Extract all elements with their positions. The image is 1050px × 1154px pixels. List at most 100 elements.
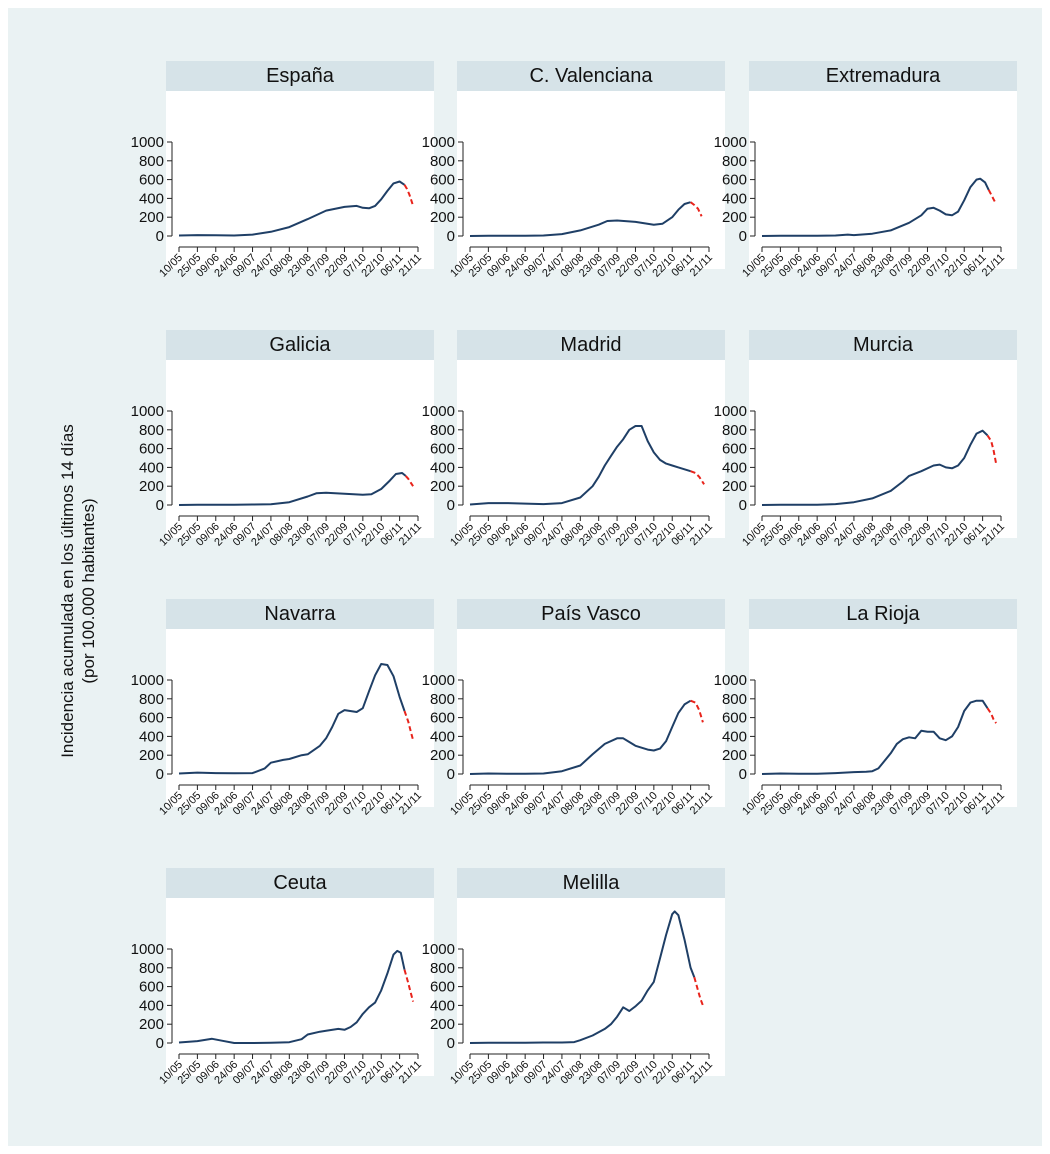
y-tick-label: 200 (139, 1016, 164, 1033)
y-tick-label: 200 (139, 747, 164, 764)
y-tick-label: 600 (722, 172, 747, 189)
panel-title: Navarra (166, 599, 434, 629)
y-tick-label: 1000 (714, 672, 747, 689)
y-tick-label: 200 (430, 478, 455, 495)
y-tick-label: 400 (139, 728, 164, 745)
panel-title: Madrid (457, 330, 725, 360)
y-tick-label: 0 (156, 1035, 164, 1052)
y-tick-label: 1000 (131, 672, 164, 689)
y-tick-label: 800 (139, 153, 164, 170)
y-tick-label: 800 (139, 960, 164, 977)
panel-title: Ceuta (166, 868, 434, 898)
chart-svg: 0200400600800100010/0525/0509/0624/0609/… (131, 663, 424, 818)
y-tick-label: 200 (430, 1016, 455, 1033)
y-tick-label: 0 (156, 766, 164, 783)
y-tick-label: 200 (139, 478, 164, 495)
plot-area (749, 360, 1017, 538)
panel-espana: España 0 200 400 600 800 1000 10/05 25/05 09/06 24… (131, 61, 436, 311)
observed-series-line (469, 201, 691, 237)
panel-murcia: Murcia 0 200 400 600 800 1000 10/05 25/05 09/06 24… (714, 330, 1019, 580)
y-tick-label: 600 (722, 441, 747, 458)
chart-svg: 0200400600800100010/0525/0509/0624/0609/… (131, 403, 424, 549)
y-tick-label: 400 (139, 459, 164, 476)
panel-la-rioja: La Rioja 0 200 400 600 800 1000 10/05 25/05 09/06… (714, 599, 1019, 849)
plot-area (166, 91, 434, 269)
y-tick-label: 1000 (422, 403, 455, 420)
panel-title: País Vasco (457, 599, 725, 629)
plot-area (457, 898, 725, 1076)
panel-title: España (166, 61, 434, 91)
chart-svg: 0200400600800100010/0525/0509/0624/0609/… (714, 134, 1007, 280)
y-tick-label: 200 (722, 747, 747, 764)
observed-series-line (761, 177, 990, 237)
plot-area (457, 629, 725, 807)
panel-extremadura: Extremadura 0 200 400 600 800 1000 10/05 25/05 09… (714, 61, 1019, 311)
y-tick-label: 600 (139, 710, 164, 727)
y-tick-label: 400 (139, 190, 164, 207)
y-tick-label: 800 (430, 960, 455, 977)
y-tick-label: 0 (156, 228, 164, 245)
panel-pais-vasco: País Vasco 0 200 400 600 800 1000 10/05 25/05 09/… (422, 599, 727, 849)
projected-series-line (987, 189, 997, 205)
plot-area (457, 360, 725, 538)
projected-series-line (403, 184, 415, 207)
panel-c-valenciana: C. Valenciana 0 200 400 600 800 1000 10/05 25/05… (422, 61, 727, 311)
y-tick-label: 1000 (131, 134, 164, 151)
panel-navarra: Navarra 0 200 400 600 800 1000 10/05 25/05 09/06 2… (131, 599, 436, 849)
y-tick-label: 400 (722, 728, 747, 745)
observed-series-line (178, 663, 406, 775)
y-tick-label: 400 (722, 190, 747, 207)
y-tick-label: 800 (430, 691, 455, 708)
y-tick-label: 600 (430, 172, 455, 189)
y-tick-label: 0 (447, 766, 455, 783)
y-axis-label-line-1: Incidencia acumulada en los últimos 14 d… (58, 424, 77, 758)
observed-series-line (178, 472, 407, 506)
projected-series-line (690, 699, 704, 723)
panel-galicia: Galicia 0 200 400 600 800 1000 10/05 25/05 09/06 2… (131, 330, 436, 580)
y-tick-label: 200 (430, 209, 455, 226)
y-tick-label: 1000 (422, 134, 455, 151)
chart-svg: 0200400600800100010/0525/0509/0624/0609/… (131, 134, 424, 280)
y-tick-label: 0 (447, 497, 455, 514)
y-tick-label: 600 (139, 172, 164, 189)
panel-madrid: Madrid 0 200 400 600 800 1000 10/05 25/05 09/06 24… (422, 330, 727, 580)
y-tick-label: 600 (430, 710, 455, 727)
plot-area (166, 360, 434, 538)
y-tick-label: 1000 (714, 134, 747, 151)
chart-svg: 0200400600800100010/0525/0509/0624/0609/… (422, 134, 715, 280)
y-tick-label: 800 (722, 153, 747, 170)
chart-svg: 0200400600800100010/0525/0509/0624/0609/… (422, 403, 715, 549)
y-tick-label: 1000 (422, 941, 455, 958)
y-tick-label: 0 (739, 497, 747, 514)
panel-title: Murcia (749, 330, 1017, 360)
observed-series-line (469, 699, 692, 775)
projected-series-line (404, 475, 414, 487)
panel-melilla: Melilla 0 200 400 600 800 1000 10/05 25/05 09/06 2… (422, 868, 727, 1118)
panel-title: La Rioja (749, 599, 1017, 629)
y-tick-label: 800 (430, 422, 455, 439)
y-tick-label: 600 (722, 710, 747, 727)
y-tick-label: 1000 (131, 403, 164, 420)
y-tick-label: 200 (722, 478, 747, 495)
observed-series-line (761, 699, 989, 775)
projected-series-line (403, 969, 415, 1002)
y-tick-label: 0 (447, 1035, 455, 1052)
plot-area (749, 91, 1017, 269)
projected-series-line (403, 710, 415, 741)
panel-title: Melilla (457, 868, 725, 898)
observed-series-line (178, 180, 406, 237)
y-tick-label: 800 (430, 153, 455, 170)
y-axis-label-line-2: (por 100.000 habitantes) (79, 498, 98, 684)
y-tick-label: 800 (139, 422, 164, 439)
plot-area (166, 629, 434, 807)
panel-ceuta: Ceuta 0 200 400 600 800 1000 10/05 25/05 09/06 24/… (131, 868, 436, 1118)
y-tick-label: 400 (430, 190, 455, 207)
y-tick-label: 400 (139, 997, 164, 1014)
y-tick-label: 200 (722, 209, 747, 226)
y-tick-label: 600 (430, 441, 455, 458)
y-tick-label: 800 (139, 691, 164, 708)
chart-svg: 0200400600800100010/0525/0509/0624/0609/… (714, 403, 1007, 549)
observed-series-line (469, 910, 696, 1044)
y-tick-label: 0 (447, 228, 455, 245)
y-tick-label: 0 (739, 228, 747, 245)
